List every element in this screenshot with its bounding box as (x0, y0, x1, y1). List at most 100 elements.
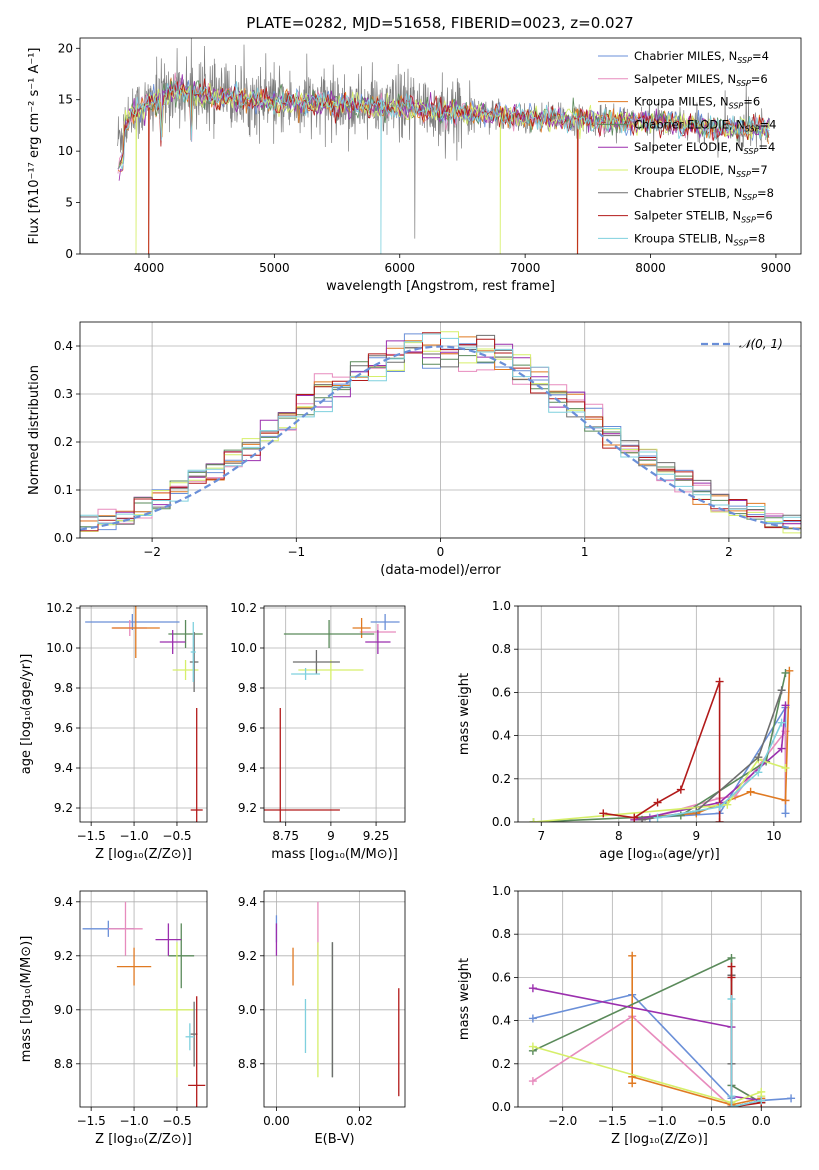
series-salpeter_stelib (599, 677, 724, 822)
plot-area (80, 891, 207, 1107)
x-axis-label: Z [log₁₀(Z/Z⊙)] (611, 1132, 708, 1147)
x-tick-label: 0.0 (752, 1114, 771, 1128)
x-tick-label: −1.0 (647, 1114, 676, 1128)
y-tick-label: 10 (58, 144, 73, 158)
spectrum-model-salpeter_elodie (118, 74, 770, 181)
series-line (532, 987, 762, 1102)
series-marker (529, 818, 538, 822)
series-marker (746, 787, 755, 796)
series-marker (630, 813, 639, 822)
series-salpeter_elodie (528, 984, 766, 1105)
plot-area (518, 891, 801, 1107)
point-kroupa_stelib (190, 622, 196, 682)
x-tick-label: −1.5 (77, 1114, 106, 1128)
point-chabrier_stelib (292, 650, 340, 674)
series-marker (781, 668, 790, 677)
series-marker (599, 809, 608, 818)
series-marker (727, 973, 736, 982)
histogram-kroupa_stelib (80, 333, 801, 538)
y-tick-label: 5 (65, 196, 73, 210)
y-tick-label: 0.8 (492, 927, 511, 941)
y-tick-label: 0.4 (492, 729, 511, 743)
figure-title: PLATE=0282, MJD=51658, FIBERID=0023, z=0… (246, 14, 633, 32)
series-kroupa_stelib (727, 995, 766, 1107)
y-tick-label: 9.2 (238, 949, 257, 963)
series-salpeter_stelib (727, 962, 766, 1107)
normal-curve (80, 345, 801, 531)
series-marker (781, 701, 790, 710)
y-tick-label: 10.2 (230, 601, 257, 615)
y-tick-label: 10.2 (46, 601, 73, 615)
y-tick-label: 0.4 (492, 1014, 511, 1028)
point-kroupa_miles (116, 947, 152, 986)
chart-residuals: −2 −1 0 1 2 0.0 0.1 0.2 0.3 0.4 (data-model)/error… (27, 321, 802, 578)
chart-age_vs_z: −1.5 −1.0 −0.5 9.2 9.4 9.6 9.8 10.0 10.2 Z [log₁₀… (19, 601, 208, 862)
x-tick-label: 1 (581, 545, 589, 559)
series-line (603, 681, 721, 822)
axes-frame (79, 37, 802, 255)
plot-area (117, 38, 770, 254)
series-marker (727, 962, 736, 971)
series-marker (653, 813, 662, 822)
x-axis-label: age [log₁₀(age/yr)] (599, 847, 720, 862)
chart-spectrum: 4000 5000 6000 7000 8000 9000 0 5 10 15 20 waveleng… (27, 37, 802, 294)
series-line (730, 966, 762, 1107)
series-marker (781, 764, 790, 772)
y-tick-label: 9.6 (238, 721, 257, 735)
y-tick-label: 1.0 (492, 599, 511, 613)
y-axis-label: mass weight (457, 673, 472, 755)
point-salpeter_elodie (155, 923, 182, 956)
chart-mass_vs_ebv: 0.00 0.02 8.8 9.0 9.2 9.4 E(B-V) (238, 890, 406, 1147)
x-tick-label: 9.25 (363, 829, 390, 843)
point-chabrier_miles (370, 614, 400, 630)
plot-area (518, 606, 801, 822)
series-marker (638, 815, 647, 822)
point-kroupa_elodie (298, 660, 364, 680)
plot-area (80, 606, 207, 822)
series-marker (781, 796, 790, 805)
x-tick-label: 6000 (384, 261, 415, 275)
axes-frame (79, 890, 208, 1108)
y-tick-label: 9.2 (238, 801, 257, 815)
y-tick-label: 9.8 (238, 681, 257, 695)
x-axis-label: Z [log₁₀(Z/Z⊙)] (95, 1132, 192, 1147)
series-marker (528, 984, 537, 993)
series-marker (723, 800, 732, 809)
point-kroupa_miles (352, 618, 371, 638)
y-tick-label: 0.4 (54, 339, 73, 353)
x-tick-label: 2 (725, 545, 733, 559)
x-tick-label: −1.0 (119, 829, 148, 843)
axes-frame (263, 890, 406, 1108)
y-tick-label: 0.2 (54, 435, 73, 449)
series-marker (715, 802, 724, 811)
spectrum-model-salpeter_miles (117, 72, 770, 174)
series-marker (727, 1092, 736, 1101)
point-salpeter_elodie (159, 630, 186, 654)
point-salpeter_miles (108, 901, 143, 956)
y-tick-label: 1.0 (492, 884, 511, 898)
x-tick-label: −1.0 (119, 1114, 148, 1128)
series-marker (777, 686, 786, 695)
x-tick-label: 8.75 (272, 829, 299, 843)
series-marker (628, 951, 637, 960)
series-line (533, 672, 787, 822)
series-marker (757, 1096, 766, 1105)
x-tick-label: −1.5 (598, 1114, 627, 1128)
series-marker (787, 1094, 796, 1103)
plot-area (80, 322, 801, 538)
x-tick-label: 7 (537, 829, 545, 843)
plot-area (264, 891, 405, 1107)
point-chabrier_miles (85, 614, 180, 630)
y-tick-label: 0.0 (54, 531, 73, 545)
x-tick-label: −0.5 (162, 829, 191, 843)
series-line (533, 758, 786, 822)
y-tick-label: 0.3 (54, 387, 73, 401)
legend-entry-chabrier_stelib: Chabrier STELIB, NSSP=8 (634, 186, 774, 202)
point-chabrier_elodie (283, 620, 375, 648)
series-marker (727, 995, 736, 1003)
x-tick-label: 10 (766, 829, 781, 843)
spectrum-model-chabrier_elodie (118, 80, 770, 169)
series-marker (528, 1077, 537, 1086)
y-tick-label: 10.0 (46, 641, 73, 655)
